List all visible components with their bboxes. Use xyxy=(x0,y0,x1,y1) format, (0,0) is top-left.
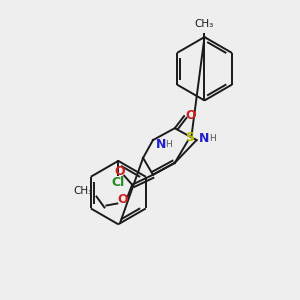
Text: H: H xyxy=(165,140,172,148)
Text: H: H xyxy=(209,134,216,142)
Text: CH₃: CH₃ xyxy=(195,19,214,29)
Text: CH₃: CH₃ xyxy=(73,186,92,196)
Text: N: N xyxy=(199,132,210,145)
Text: N: N xyxy=(156,138,166,151)
Text: S: S xyxy=(185,130,194,144)
Text: Cl: Cl xyxy=(112,176,125,189)
Text: O: O xyxy=(117,193,128,206)
Text: O: O xyxy=(114,165,124,178)
Text: O: O xyxy=(185,109,196,122)
